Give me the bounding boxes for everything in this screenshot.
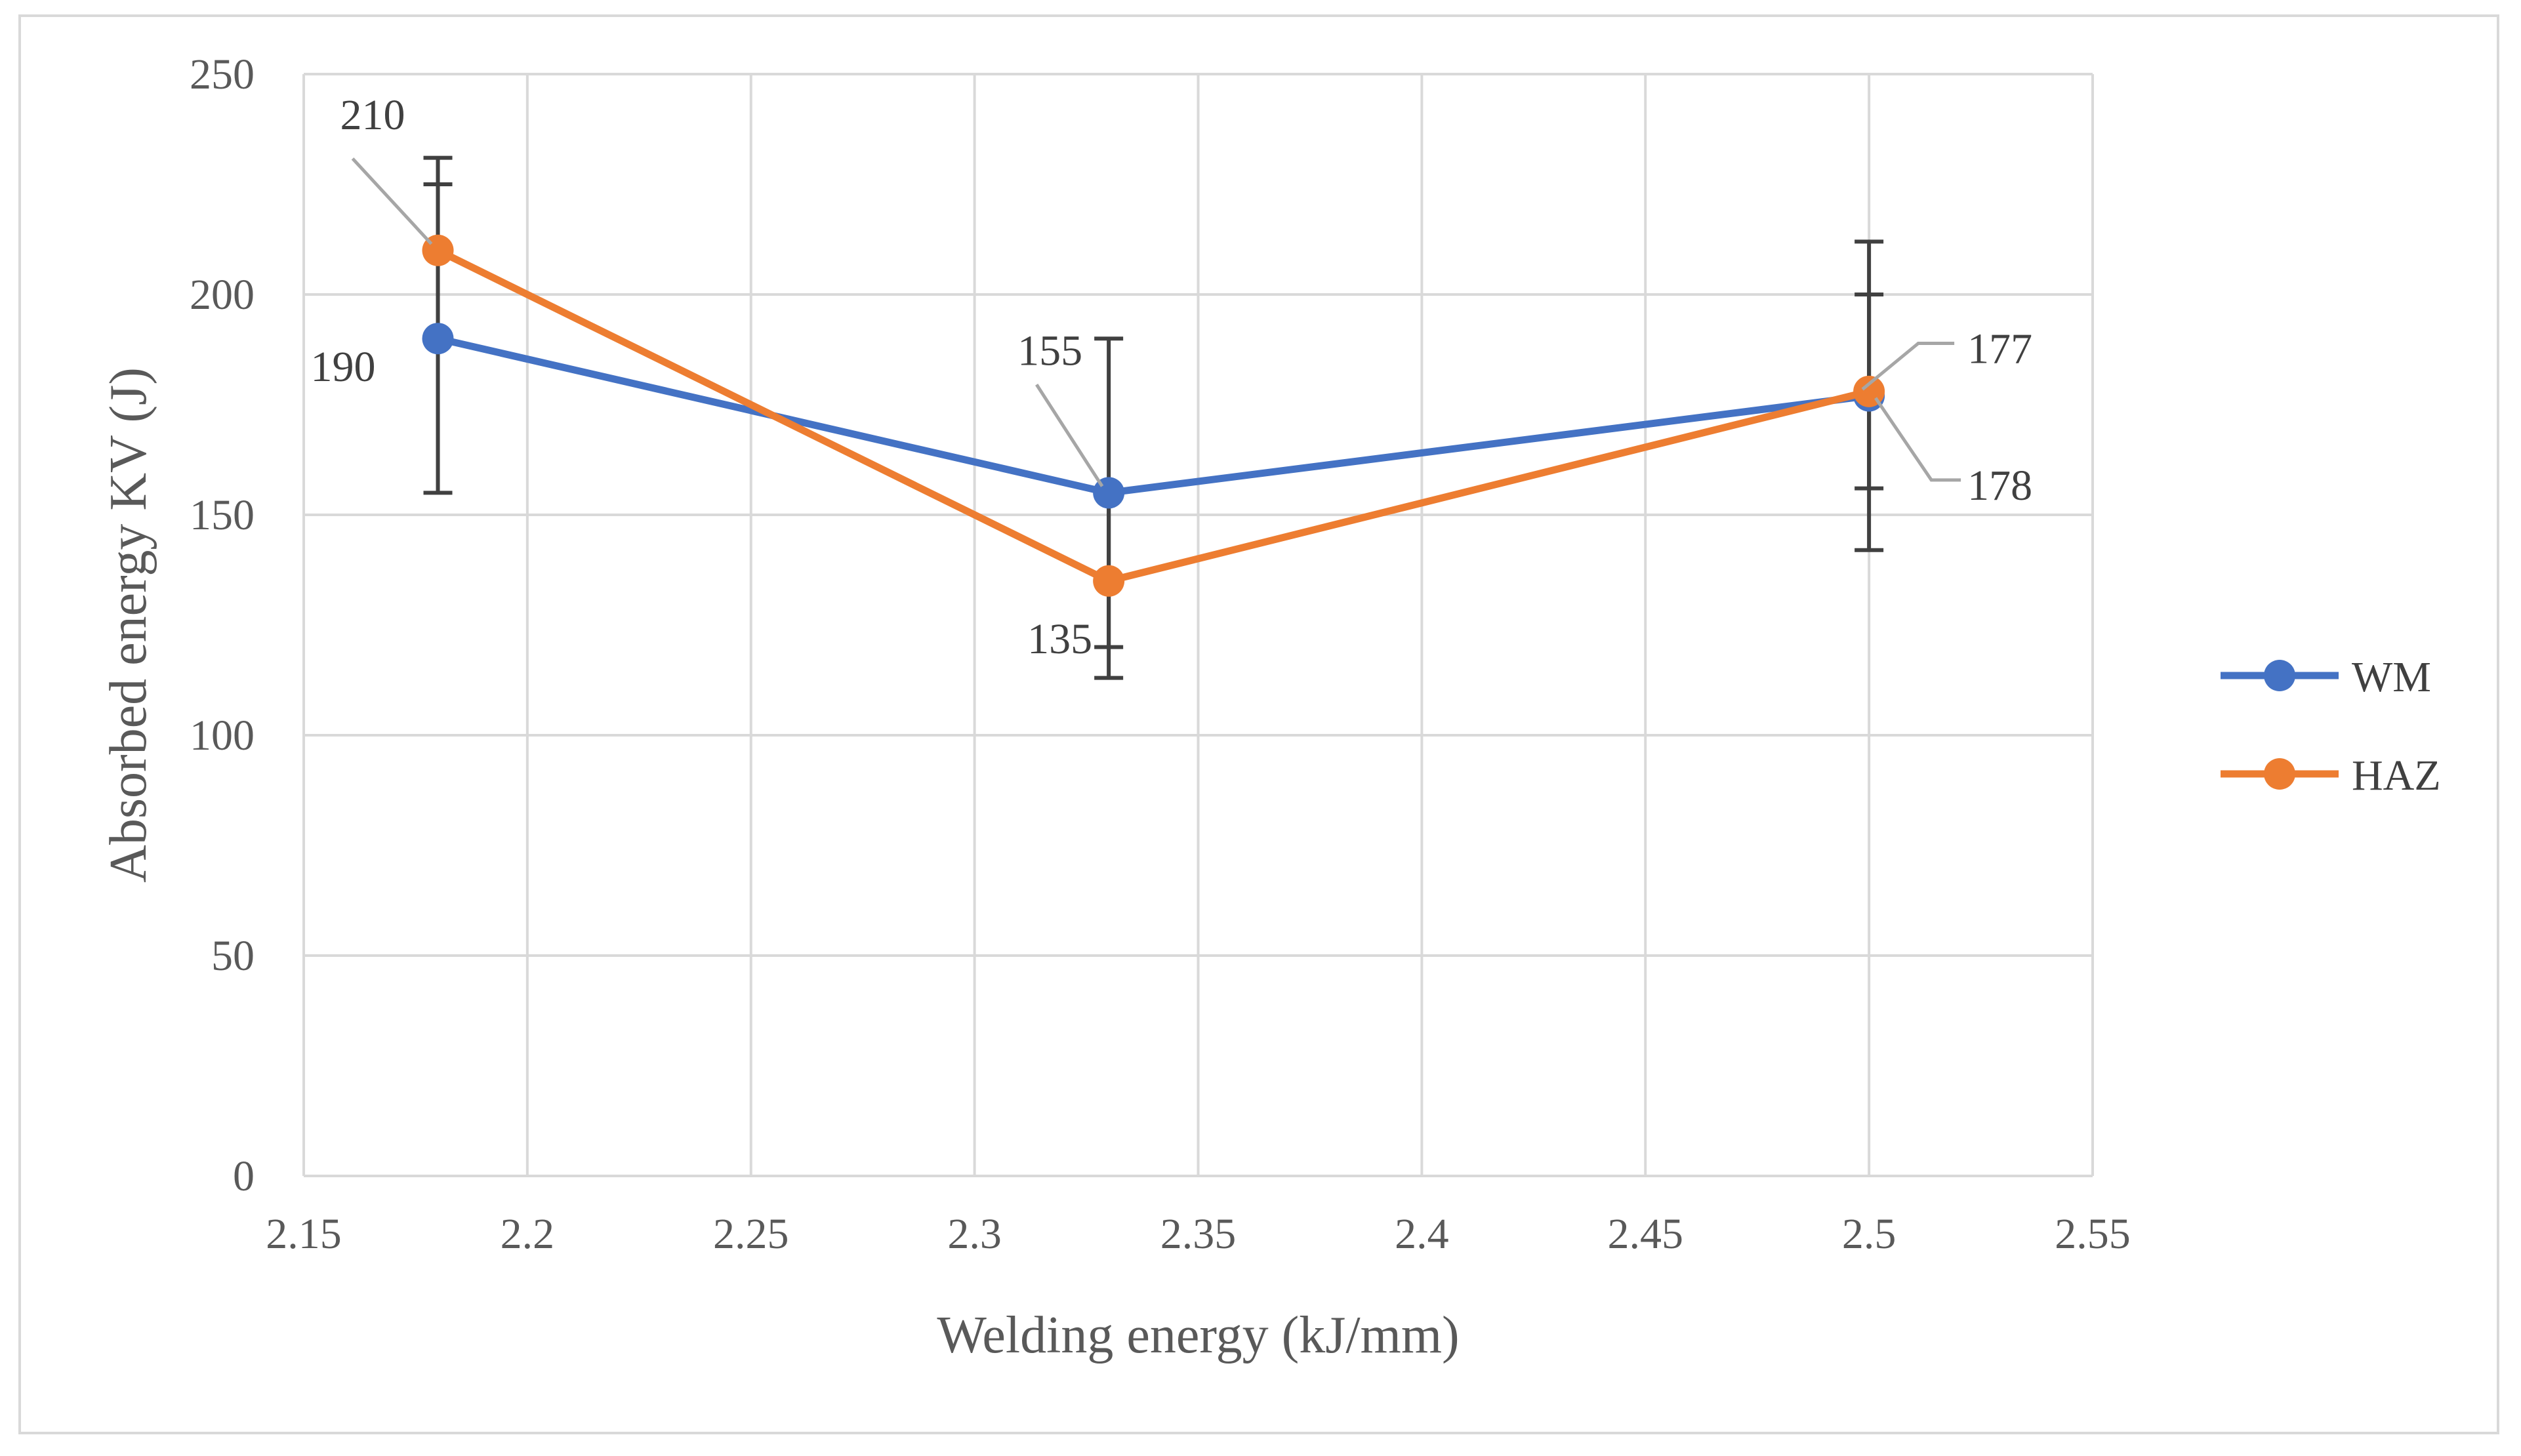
y-tick-label: 200 xyxy=(190,271,255,319)
x-tick-label: 2.5 xyxy=(1842,1210,1896,1258)
data-label: 155 xyxy=(1017,327,1082,374)
data-label: 210 xyxy=(340,91,405,139)
x-tick-label: 2.35 xyxy=(1160,1210,1237,1258)
data-label: 190 xyxy=(311,343,376,391)
data-label-leader xyxy=(1861,342,1955,391)
legend-label-wm: WM xyxy=(2352,653,2431,701)
x-tick-label: 2.25 xyxy=(713,1210,789,1258)
data-label-leader xyxy=(1874,397,1961,482)
x-tick-label: 2.4 xyxy=(1395,1210,1449,1258)
data-label-leader xyxy=(351,157,433,245)
legend-marker-haz xyxy=(2264,758,2295,790)
series-line-haz xyxy=(434,247,1873,585)
y-tick-label: 100 xyxy=(190,712,255,759)
data-point-wm xyxy=(422,323,454,355)
x-tick-label: 2.55 xyxy=(2055,1210,2131,1258)
x-tick-label: 2.15 xyxy=(266,1210,342,1258)
x-tick-label: 2.45 xyxy=(1608,1210,1684,1258)
y-tick-label: 50 xyxy=(211,932,255,980)
data-label: 177 xyxy=(1967,325,2032,373)
x-axis-title: Welding energy (kJ/mm) xyxy=(937,1306,1459,1364)
series-line-wm xyxy=(434,334,1873,496)
legend-label-haz: HAZ xyxy=(2352,752,2441,799)
y-tick-label: 250 xyxy=(190,51,255,98)
data-label: 135 xyxy=(1027,615,1092,663)
y-tick-label: 0 xyxy=(233,1152,255,1200)
data-point-haz xyxy=(1093,565,1125,597)
x-tick-label: 2.3 xyxy=(947,1210,1002,1258)
y-tick-label: 150 xyxy=(190,491,255,539)
x-tick-label: 2.2 xyxy=(501,1210,555,1258)
data-label-leader xyxy=(1035,384,1104,487)
data-label: 178 xyxy=(1967,462,2032,510)
y-axis-title: Absorbed energy KV (J) xyxy=(100,367,157,883)
legend-marker-wm xyxy=(2264,660,2295,691)
